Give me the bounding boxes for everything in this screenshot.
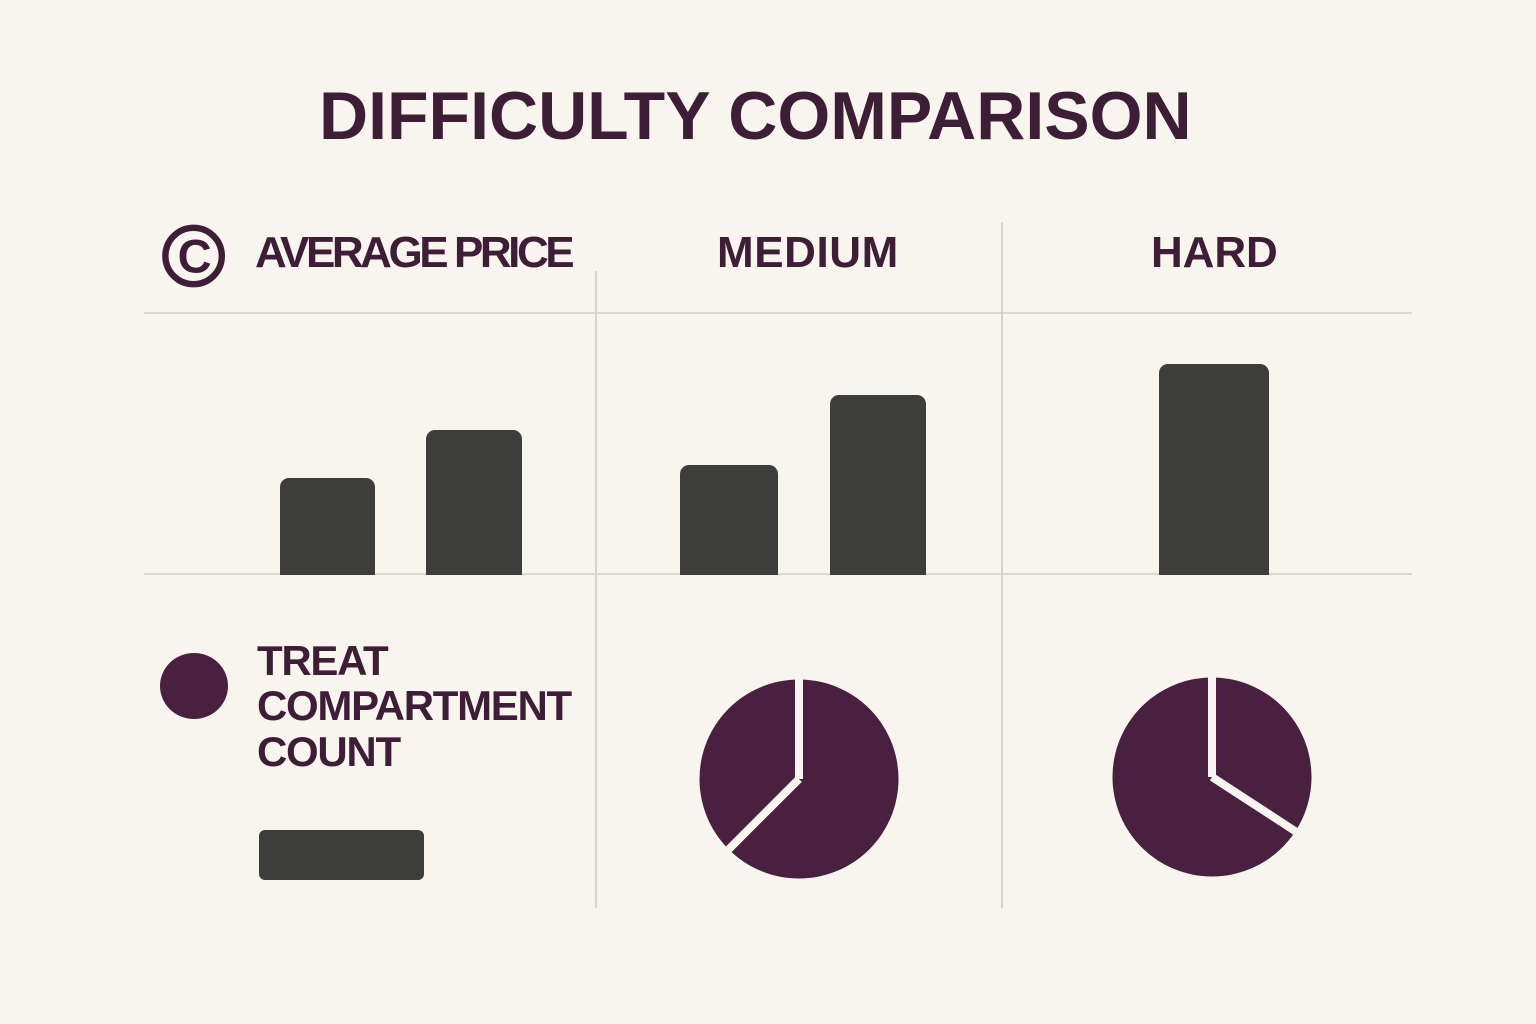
svg-text:C: C	[178, 230, 212, 283]
